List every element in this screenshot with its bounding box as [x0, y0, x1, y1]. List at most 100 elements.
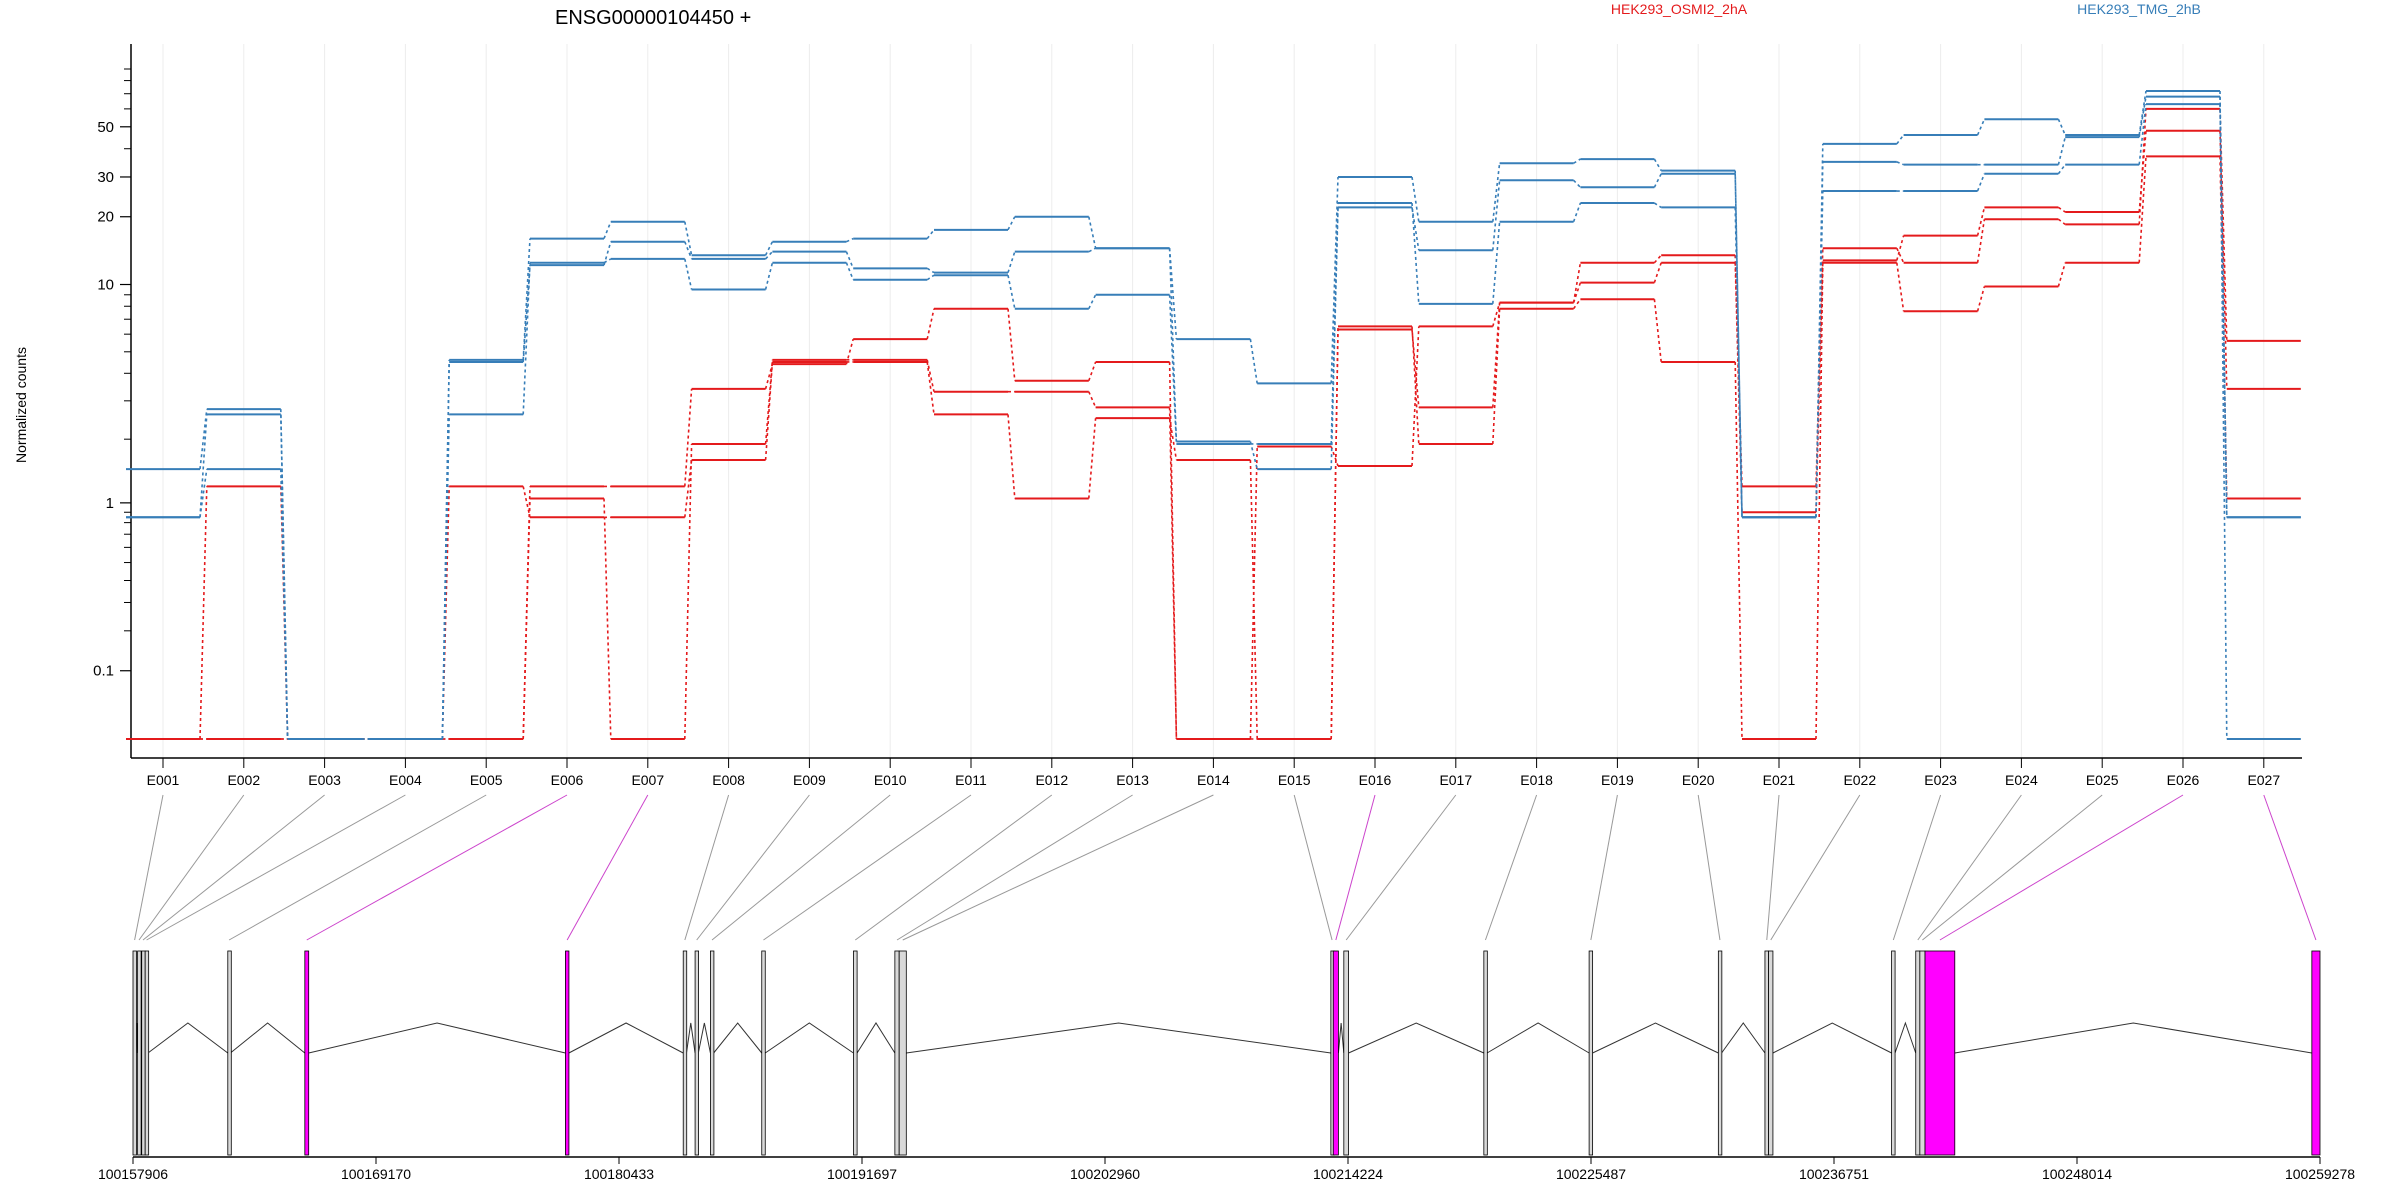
- x-tick-label: E017: [1439, 772, 1472, 788]
- connector-line: [134, 794, 164, 941]
- data-connector: [2138, 90, 2147, 136]
- chart-title: ENSG00000104450 +: [555, 7, 751, 29]
- intron-line: [1337, 1022, 1345, 1054]
- data-connector: [2057, 118, 2066, 136]
- exon-block: [304, 950, 310, 1156]
- series-5: [126, 89, 2301, 740]
- data-connector: [1653, 254, 1662, 264]
- data-connector: [199, 486, 208, 740]
- connector-line: [142, 794, 325, 941]
- x-tick-label: E018: [1520, 772, 1553, 788]
- x-tick-label: E003: [308, 772, 341, 788]
- data-connector: [1168, 407, 1178, 740]
- data-connector: [845, 338, 854, 365]
- data-connector: [522, 265, 531, 363]
- data-connector: [522, 486, 531, 518]
- coordinate-label: 100202960: [1070, 1166, 1140, 1182]
- legend-entry-tmg: HEK293_TMG_2hB: [2077, 1, 2201, 17]
- data-connector: [926, 361, 935, 415]
- connector-line: [1766, 794, 1780, 941]
- intron-line: [1592, 1022, 1719, 1054]
- data-connector: [1492, 302, 1501, 408]
- data-connector: [2219, 96, 2228, 518]
- exon-block: [694, 950, 699, 1156]
- data-connector: [1007, 414, 1016, 499]
- data-connector: [1249, 339, 1258, 384]
- data-connector: [684, 459, 693, 518]
- data-connector: [199, 409, 208, 470]
- data-connector: [1007, 251, 1016, 273]
- data-connector: [764, 262, 774, 290]
- data-connector: [1896, 134, 1905, 145]
- data-connector: [280, 414, 289, 740]
- data-connector: [1330, 329, 1339, 740]
- exon-block: [1768, 950, 1774, 1156]
- x-tick-label: E015: [1278, 772, 1311, 788]
- connector-line: [854, 794, 1053, 941]
- x-tick-label: E010: [874, 772, 907, 788]
- data-connector: [926, 308, 935, 340]
- data-connector: [764, 361, 774, 461]
- intron-line: [230, 1022, 306, 1054]
- connector-line: [1293, 794, 1333, 941]
- y-tick-label: 1: [106, 495, 114, 512]
- data-connector: [2057, 218, 2066, 226]
- data-connector: [1653, 299, 1662, 363]
- data-connector: [2057, 164, 2066, 175]
- intron-line: [764, 1022, 854, 1054]
- data-connector: [1492, 221, 1501, 304]
- y-tick-label: 20: [97, 209, 114, 226]
- connector-line: [1484, 794, 1538, 941]
- intron-line: [697, 1022, 711, 1054]
- connector-line: [1345, 794, 1457, 941]
- exon-block: [1588, 950, 1594, 1156]
- exon-block: [1891, 950, 1896, 1156]
- data-connector: [280, 469, 289, 740]
- connector-line: [1590, 794, 1618, 941]
- exon-block: [1764, 950, 1770, 1156]
- data-connector: [1976, 219, 1986, 263]
- exon-block: [761, 950, 766, 1156]
- x-tick-label: E022: [1843, 772, 1876, 788]
- exon-block: [894, 950, 900, 1156]
- exon-connector-lines: [134, 794, 2317, 941]
- x-tick-label: E008: [712, 772, 745, 788]
- gene-model: 100157906 100169170 100180433 100191697 1002…: [98, 950, 2355, 1182]
- data-connector: [522, 238, 531, 360]
- data-connector: [603, 498, 612, 740]
- connector-line: [228, 794, 487, 941]
- data-connector: [2138, 103, 2147, 165]
- exon-block: [1332, 950, 1339, 1156]
- data-connector: [1896, 161, 1904, 166]
- intron-line: [906, 1022, 1331, 1054]
- exon-block: [2311, 950, 2321, 1156]
- connector-line: [566, 794, 649, 941]
- intron-line: [713, 1022, 763, 1054]
- y-tick-label: 30: [97, 169, 114, 186]
- data-connector: [1411, 202, 1420, 304]
- x-tick-label: E016: [1359, 772, 1392, 788]
- exon-block: [682, 950, 688, 1156]
- grid-lines: [162, 44, 2265, 758]
- x-tick-label: E001: [147, 772, 180, 788]
- exon-block: [710, 950, 715, 1156]
- data-connector: [1976, 207, 1986, 236]
- x-tick-label: E012: [1035, 772, 1068, 788]
- connector-line: [696, 794, 810, 941]
- data-connector: [603, 241, 612, 266]
- connector-line: [896, 794, 1133, 941]
- y-tick-label: 0.1: [93, 663, 114, 680]
- data-connector: [1976, 173, 1986, 192]
- exon-block: [137, 950, 142, 1156]
- connector-line: [306, 794, 568, 941]
- y-axis: 0.1 1 10 20 30 50: [93, 44, 132, 758]
- exon-block: [141, 950, 146, 1156]
- x-tick-label: E021: [1763, 772, 1796, 788]
- data-connector: [1653, 202, 1662, 209]
- data-connector: [1411, 176, 1420, 222]
- data-connector: [2219, 90, 2228, 740]
- data-connector: [199, 468, 208, 518]
- data-connector: [1249, 446, 1258, 740]
- y-tick-label: 10: [97, 277, 114, 294]
- data-connector: [1330, 176, 1339, 384]
